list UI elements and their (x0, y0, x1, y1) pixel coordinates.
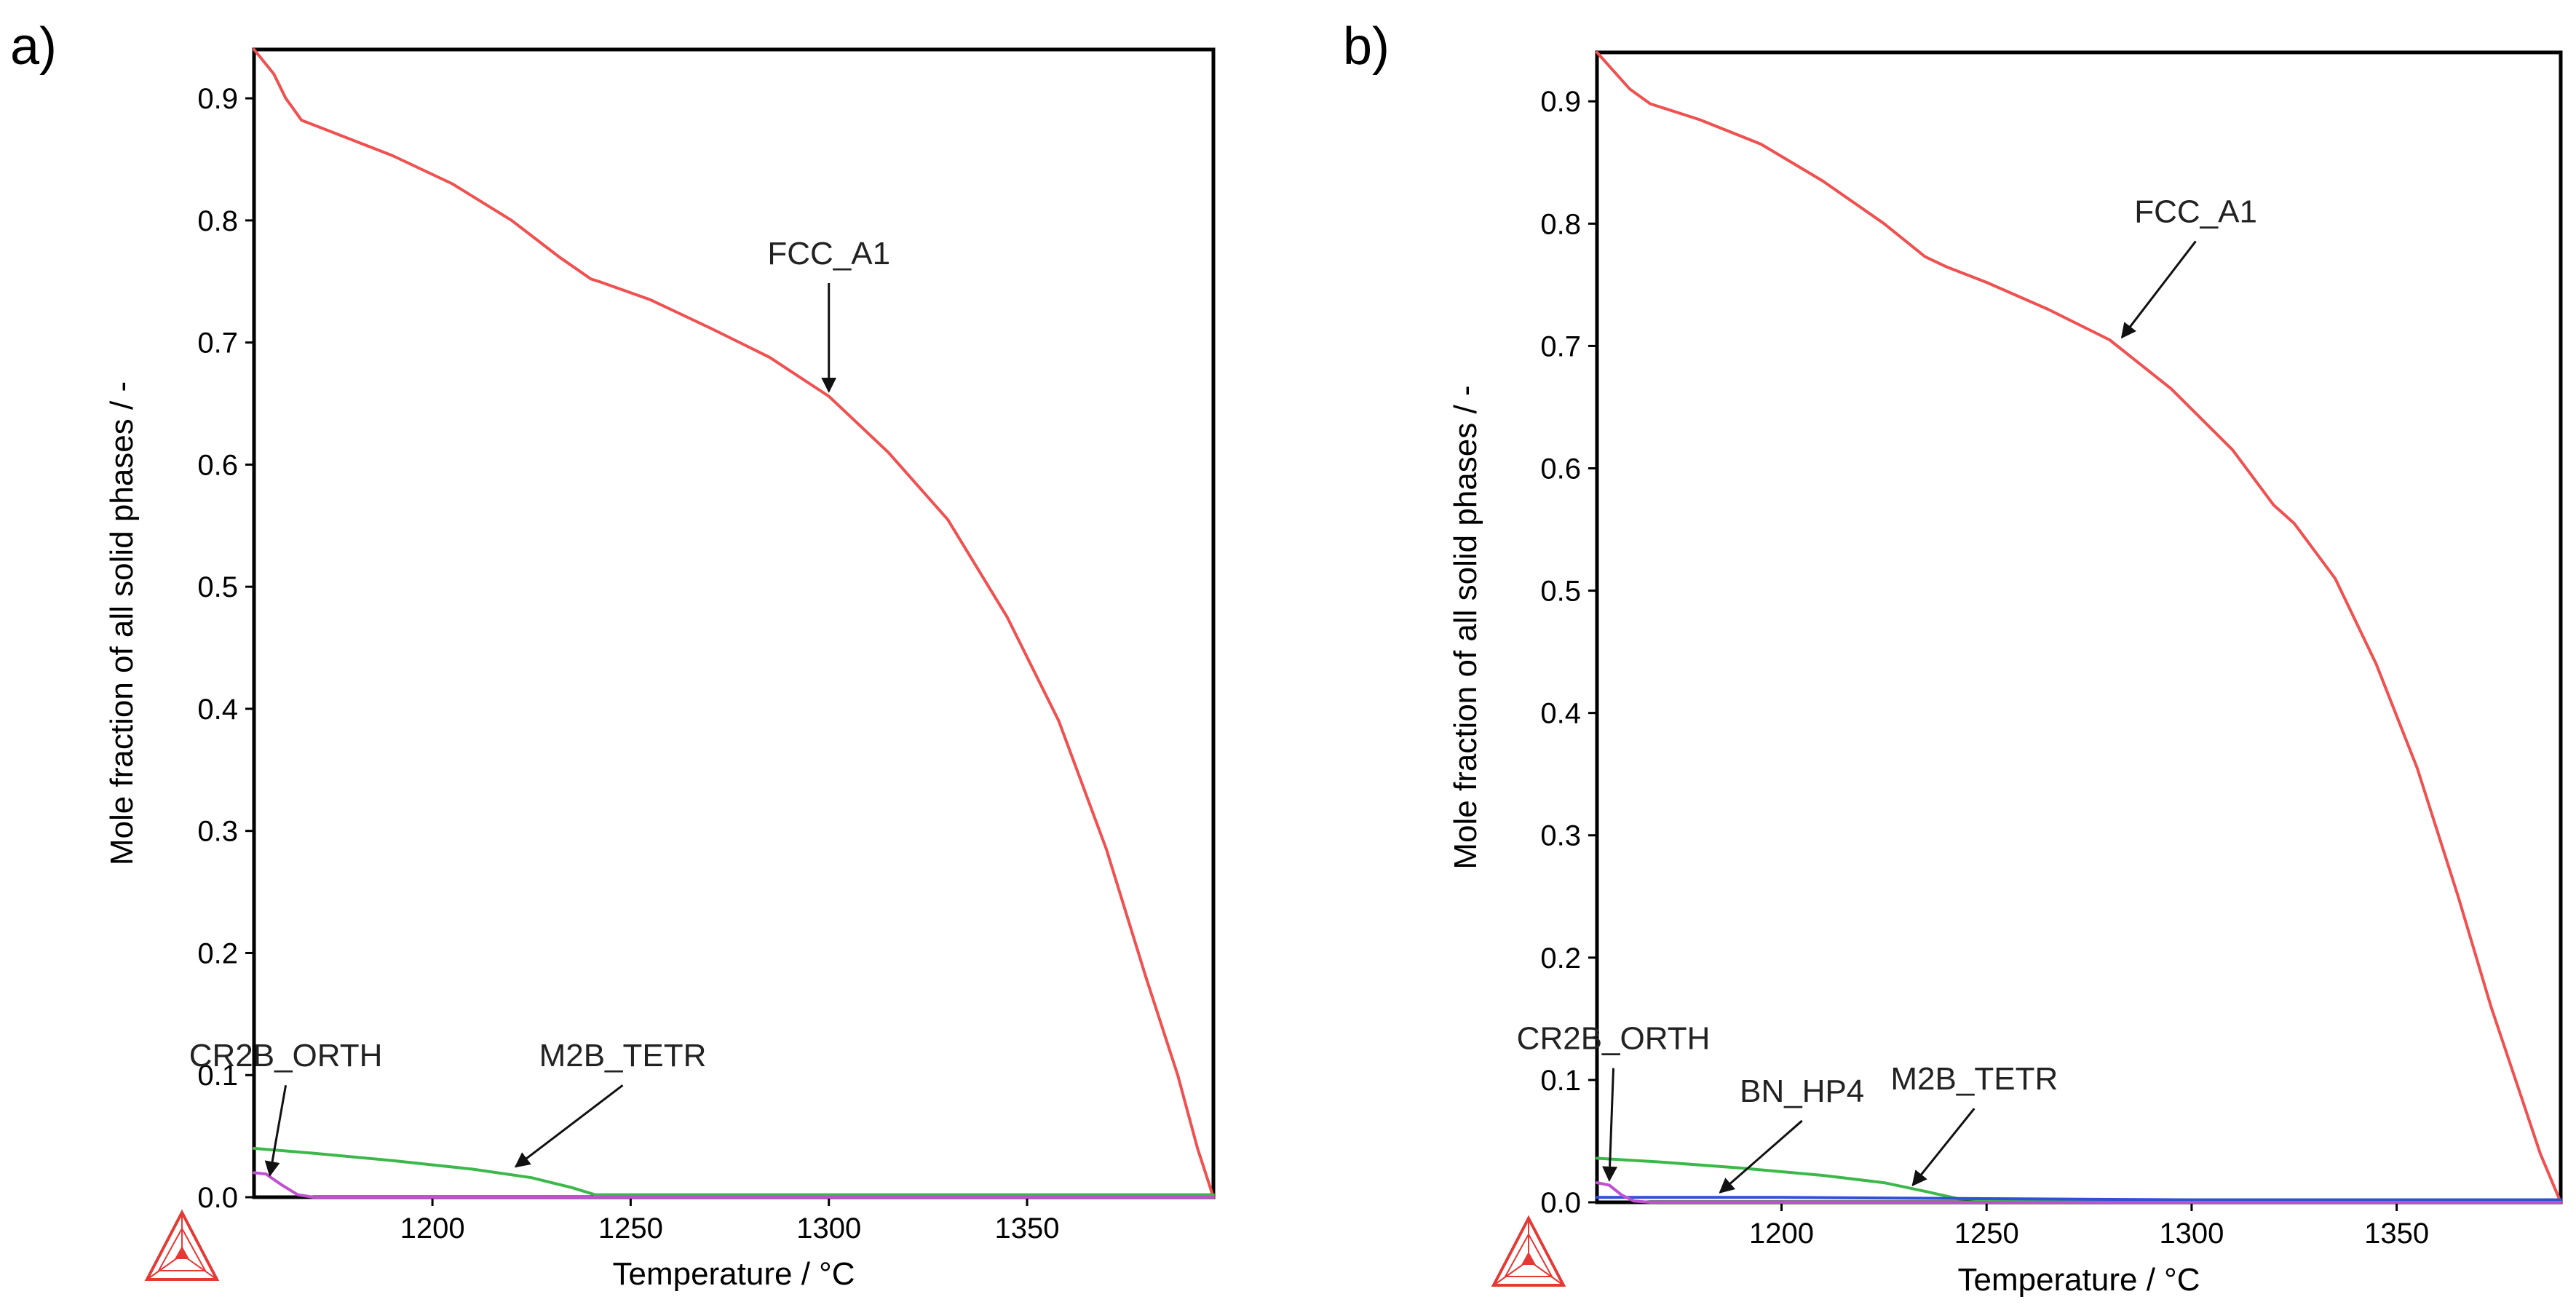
y-tick-label: 0.0 (1540, 1187, 1581, 1219)
x-axis-label: Temperature / °C (1957, 1262, 2200, 1298)
y-tick-label: 0.6 (197, 449, 238, 481)
x-tick-label: 1250 (1954, 1218, 2019, 1250)
y-tick-label: 0.1 (1540, 1065, 1581, 1097)
panel-label: a) (10, 17, 57, 76)
x-tick-label: 1300 (796, 1212, 861, 1244)
annotation-arrow-bn-hp4 (1719, 1119, 1803, 1194)
annotation-arrow-cr2b-orth (264, 1084, 288, 1177)
y-tick-label: 0.9 (1540, 86, 1581, 118)
series-line-bn-hp4 (1596, 1196, 2562, 1202)
y-tick-label: 0.3 (1540, 820, 1581, 852)
chart-panel-a: a) 0.0 0.1 0.2 0.3 0.4 0.5 0.6 0.7 0.8 0.9 1200 1250… (10, 17, 1216, 1292)
annotation-m2b-tetr: M2B_TETR (539, 1038, 707, 1073)
logo-icon (1491, 1215, 1566, 1287)
x-tick-label: 1250 (598, 1212, 663, 1244)
annotation-arrow-m2b-tetr (514, 1084, 624, 1168)
panel-label: b) (1343, 17, 1390, 76)
series-line-m2b-tetr (253, 1146, 1215, 1196)
y-tick-label: 0.1 (197, 1060, 238, 1092)
annotation-arrow-cr2b-orth (1602, 1068, 1618, 1182)
y-tick-label: 0.3 (197, 816, 238, 848)
annotation-bn-hp4: BN_HP4 (1740, 1073, 1864, 1109)
y-tick-label: 0.5 (1540, 576, 1581, 608)
y-tick-label: 0.9 (197, 83, 238, 115)
annotation-arrow-m2b-tetr (1911, 1108, 1975, 1187)
annotation-cr2b-orth: CR2B_ORTH (189, 1038, 383, 1073)
y-tick-label: 0.2 (197, 937, 238, 969)
y-tick-label: 0.0 (197, 1182, 238, 1214)
x-tick-label: 1350 (2364, 1218, 2429, 1250)
y-tick-label: 0.2 (1540, 942, 1581, 974)
annotation-fcc-a1: FCC_A1 (767, 236, 890, 271)
y-tick-label: 0.8 (197, 205, 238, 237)
annotation-fcc-a1: FCC_A1 (2134, 194, 2257, 229)
annotation-arrow-fcc-a1 (2120, 240, 2197, 339)
annotation-cr2b-orth: CR2B_ORTH (1517, 1021, 1711, 1057)
series-line-cr2b-orth (1596, 1181, 2562, 1204)
y-tick-label: 0.8 (1540, 208, 1581, 240)
y-axis-label: Mole fraction of all solid phases / - (1448, 385, 1483, 869)
y-tick-label: 0.6 (1540, 453, 1581, 485)
y-tick-label: 0.7 (197, 328, 238, 360)
series-line-m2b-tetr (1596, 1156, 2562, 1202)
annotation-m2b-tetr: M2B_TETR (1890, 1061, 2058, 1097)
y-tick-label: 0.5 (197, 571, 238, 603)
plot-frame (1595, 50, 2563, 1204)
x-tick-label: 1200 (1749, 1218, 1814, 1250)
y-tick-label: 0.4 (1540, 698, 1581, 730)
plot-frame (252, 47, 1216, 1199)
series-line-fcc-a1 (1596, 51, 2562, 1204)
y-tick-label: 0.4 (197, 694, 238, 726)
logo-icon (144, 1209, 220, 1281)
x-tick-label: 1300 (2159, 1218, 2224, 1250)
y-axis-label: Mole fraction of all solid phases / - (104, 381, 140, 865)
x-axis-label: Temperature / °C (612, 1256, 855, 1292)
x-tick-label: 1200 (400, 1212, 465, 1244)
x-tick-label: 1350 (995, 1212, 1060, 1244)
chart-panel-b: b) 0.0 0.1 0.2 0.3 0.4 0.5 0.6 0.7 0.8 0.9 1200 1250… (1343, 17, 2563, 1298)
y-tick-label: 0.7 (1540, 330, 1581, 362)
series-line-fcc-a1 (253, 48, 1215, 1199)
